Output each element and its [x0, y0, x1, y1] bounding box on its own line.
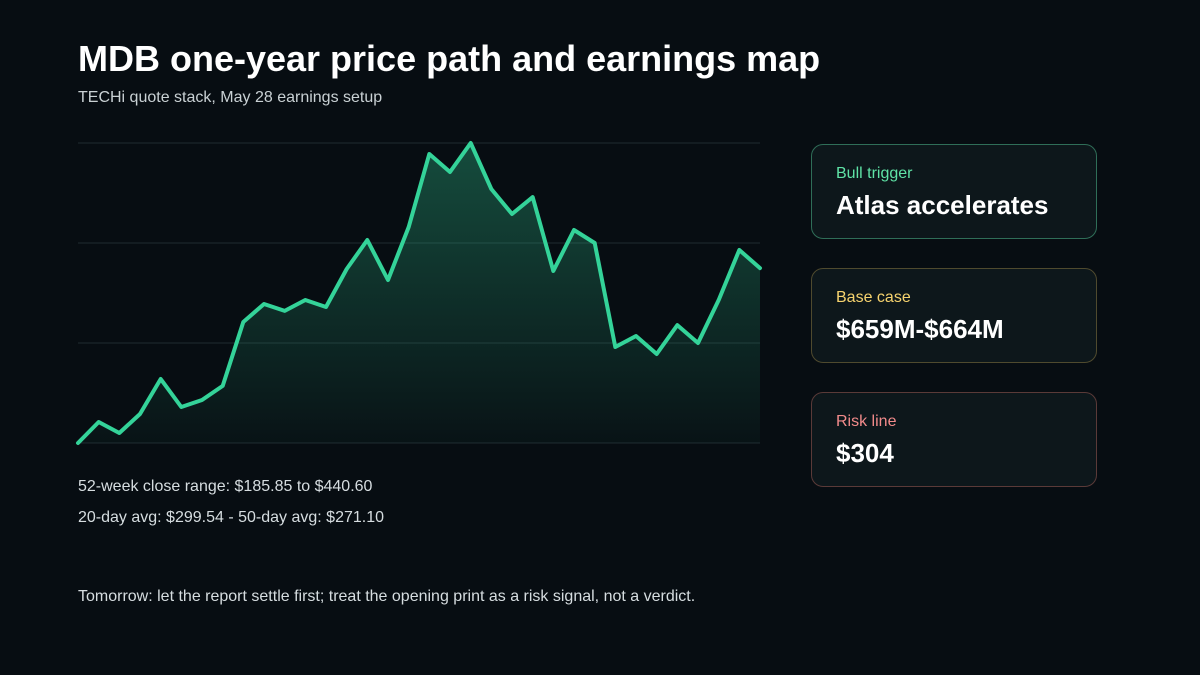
card-label: Base case	[836, 289, 911, 306]
avg-note: 20-day avg: $299.54 - 50-day avg: $271.1…	[78, 509, 384, 526]
card-value: $659M-$664M	[836, 314, 1004, 344]
card-label: Risk line	[836, 413, 897, 430]
subtitle: TECHi quote stack, May 28 earnings setup	[78, 89, 383, 106]
footer-note: Tomorrow: let the report settle first; t…	[78, 588, 696, 605]
price-line	[76, 141, 762, 445]
base-card: Base case $659M-$664M	[811, 268, 1097, 363]
range-note: 52-week close range: $185.85 to $440.60	[78, 478, 373, 495]
risk-card: Risk line $304	[811, 392, 1097, 487]
card-value: $304	[836, 438, 894, 468]
title: MDB one-year price path and earnings map	[78, 38, 821, 79]
bull-card: Bull trigger Atlas accelerates	[811, 144, 1097, 239]
card-value: Atlas accelerates	[836, 190, 1049, 220]
area	[78, 143, 760, 443]
card-label: Bull trigger	[836, 165, 913, 182]
